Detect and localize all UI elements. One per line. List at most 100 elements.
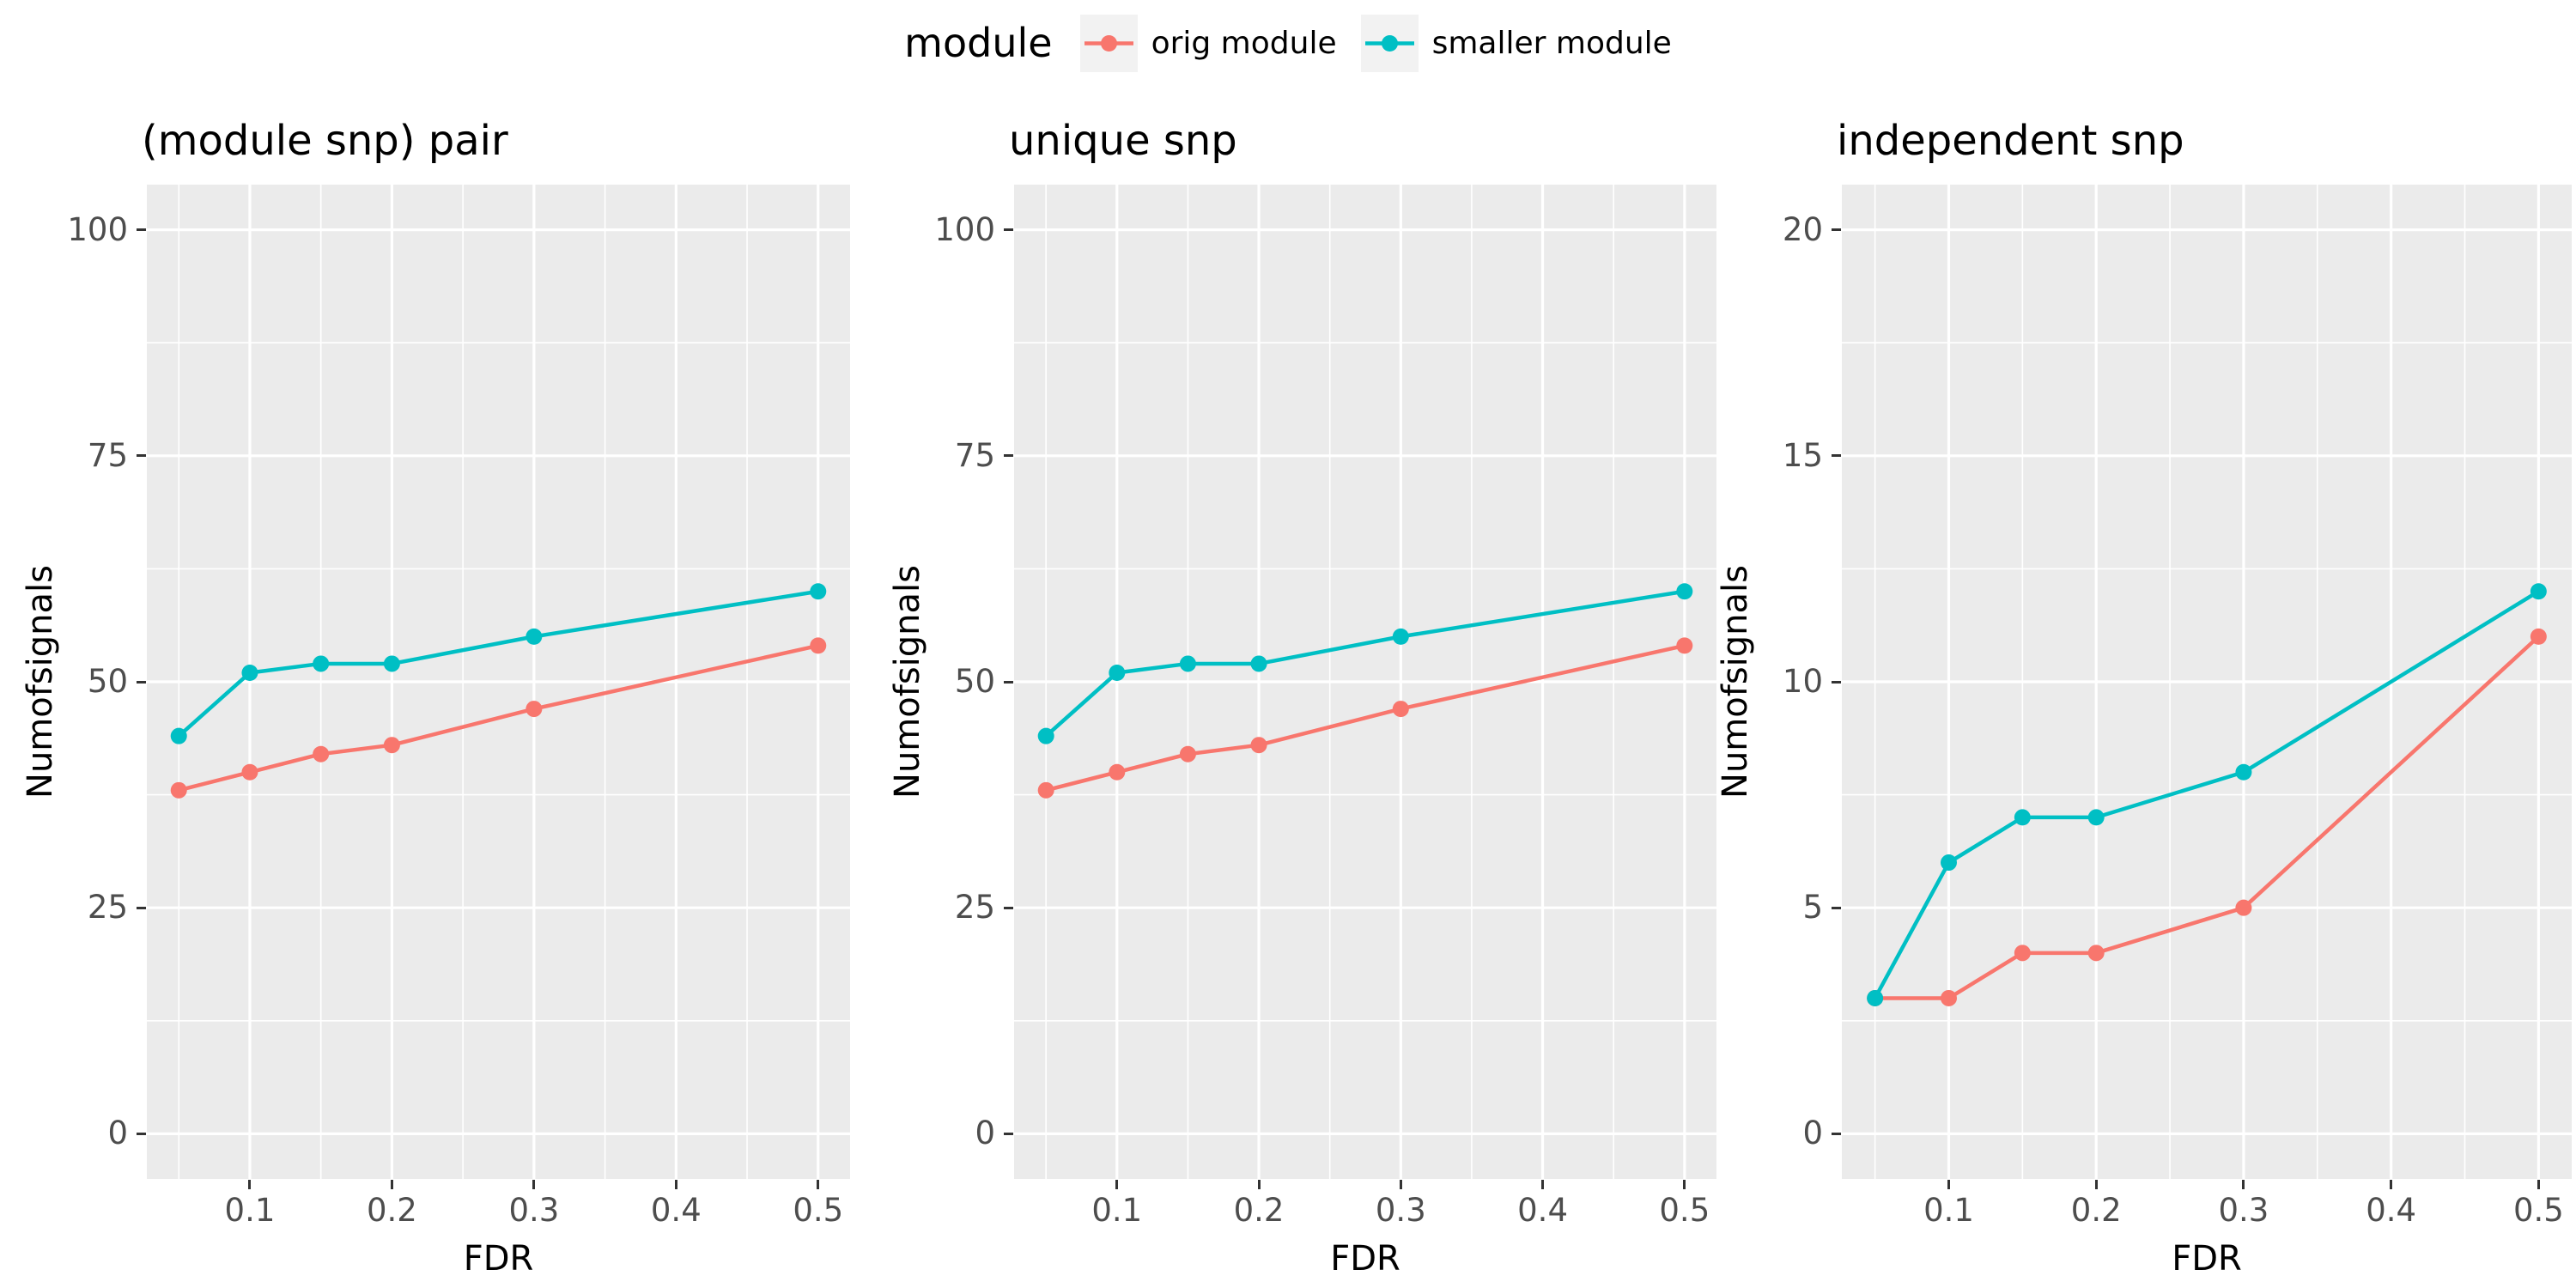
x-tick-label: 0.5	[2512, 1192, 2564, 1229]
plot-area	[1014, 185, 1716, 1179]
y-tick-label: 0	[1802, 1115, 1823, 1152]
x-tick-label: 0.2	[366, 1192, 417, 1229]
chart-svg	[1842, 185, 2572, 1179]
x-tick-label: 0.1	[224, 1192, 276, 1229]
data-point	[526, 628, 543, 645]
y-tick-label: 20	[1782, 210, 1823, 248]
series-line	[1045, 643, 1686, 793]
legend: module orig module smaller module	[0, 12, 2576, 74]
y-tick-label: 25	[87, 889, 128, 927]
y-tick-label: 15	[1782, 436, 1823, 474]
x-tick-label: 0.4	[1517, 1192, 1568, 1229]
x-tick-mark	[2094, 1180, 2098, 1189]
data-point	[1867, 989, 1884, 1006]
x-tick-label: 0.4	[650, 1192, 702, 1229]
y-tick-mark	[1832, 680, 1841, 683]
y-axis-title: Numofsignals	[1716, 565, 1755, 799]
data-point	[2235, 763, 2252, 781]
data-point	[241, 763, 258, 781]
x-tick-label: 0.1	[1923, 1192, 1974, 1229]
y-tick-label: 25	[954, 889, 995, 927]
x-tick-mark	[1115, 1180, 1119, 1189]
series-line	[1044, 589, 1686, 738]
data-point	[2087, 809, 2105, 826]
x-axis-title: FDR	[2172, 1239, 2242, 1279]
y-tick-label: 50	[954, 663, 995, 700]
y-tick-label: 0	[107, 1115, 128, 1152]
y-axis-title: Numofsignals	[888, 565, 927, 799]
x-tick-mark	[1683, 1180, 1686, 1189]
data-point	[1179, 655, 1196, 672]
x-tick-mark	[390, 1180, 393, 1189]
data-point	[383, 737, 400, 754]
data-point	[313, 655, 330, 672]
y-tick-mark	[1832, 228, 1841, 232]
legend-title: module	[904, 20, 1053, 66]
legend-key	[1360, 14, 1419, 72]
data-point	[2014, 809, 2031, 826]
data-point	[810, 637, 827, 654]
x-tick-mark	[2242, 1180, 2245, 1189]
data-point	[1179, 745, 1196, 762]
data-point	[170, 781, 187, 799]
y-tick-mark	[137, 228, 146, 232]
legend-label: smaller module	[1431, 25, 1672, 61]
y-tick-label: 100	[934, 210, 995, 248]
x-tick-label: 0.2	[2070, 1192, 2122, 1229]
data-point	[2014, 945, 2031, 962]
panel-title: unique snp	[1009, 117, 1237, 165]
x-tick-mark	[2390, 1180, 2393, 1189]
data-point	[170, 727, 187, 744]
y-tick-mark	[1832, 1132, 1841, 1135]
y-tick-label: 100	[67, 210, 128, 248]
x-tick-mark	[1947, 1180, 1950, 1189]
data-point	[241, 664, 258, 681]
y-tick-label: 5	[1802, 889, 1823, 927]
x-tick-mark	[1399, 1180, 1402, 1189]
y-tick-mark	[137, 454, 146, 458]
data-point	[2530, 628, 2547, 645]
data-point	[526, 701, 543, 718]
x-axis-title: FDR	[1330, 1239, 1400, 1279]
x-tick-label: 0.3	[508, 1192, 560, 1229]
series-line	[178, 643, 819, 793]
x-tick-label: 0.1	[1091, 1192, 1143, 1229]
y-tick-label: 75	[87, 436, 128, 474]
data-point	[1867, 989, 1884, 1006]
plot-area	[1842, 185, 2572, 1179]
x-tick-mark	[2537, 1180, 2540, 1189]
x-tick-label: 0.5	[1659, 1192, 1710, 1229]
plot-area	[147, 185, 850, 1179]
y-axis-title: Numofsignals	[21, 565, 60, 799]
x-tick-mark	[817, 1180, 820, 1189]
data-point	[1109, 664, 1126, 681]
y-tick-mark	[1004, 1132, 1013, 1135]
data-point	[383, 655, 400, 672]
panel-title: independent snp	[1837, 117, 2184, 165]
series-line	[1874, 635, 2540, 1000]
y-tick-mark	[137, 906, 146, 909]
panel-title: (module snp) pair	[142, 117, 508, 165]
line-point-icon	[1084, 34, 1133, 52]
series-line	[1873, 589, 2540, 999]
line-point-icon	[1364, 34, 1414, 52]
y-tick-label: 10	[1782, 663, 1823, 700]
data-point	[1109, 763, 1126, 781]
legend-entry-smaller-module: smaller module	[1360, 14, 1672, 72]
data-point	[1037, 727, 1054, 744]
chart-svg	[1014, 185, 1716, 1179]
y-tick-mark	[1832, 906, 1841, 909]
data-point	[1037, 781, 1054, 799]
data-point	[2235, 899, 2252, 916]
x-tick-label: 0.5	[793, 1192, 844, 1229]
data-point	[1250, 737, 1267, 754]
y-tick-mark	[1004, 228, 1013, 232]
chart-svg	[147, 185, 850, 1179]
y-tick-mark	[1004, 454, 1013, 458]
x-tick-label: 0.2	[1233, 1192, 1285, 1229]
x-tick-mark	[674, 1180, 677, 1189]
x-tick-label: 0.3	[2218, 1192, 2269, 1229]
